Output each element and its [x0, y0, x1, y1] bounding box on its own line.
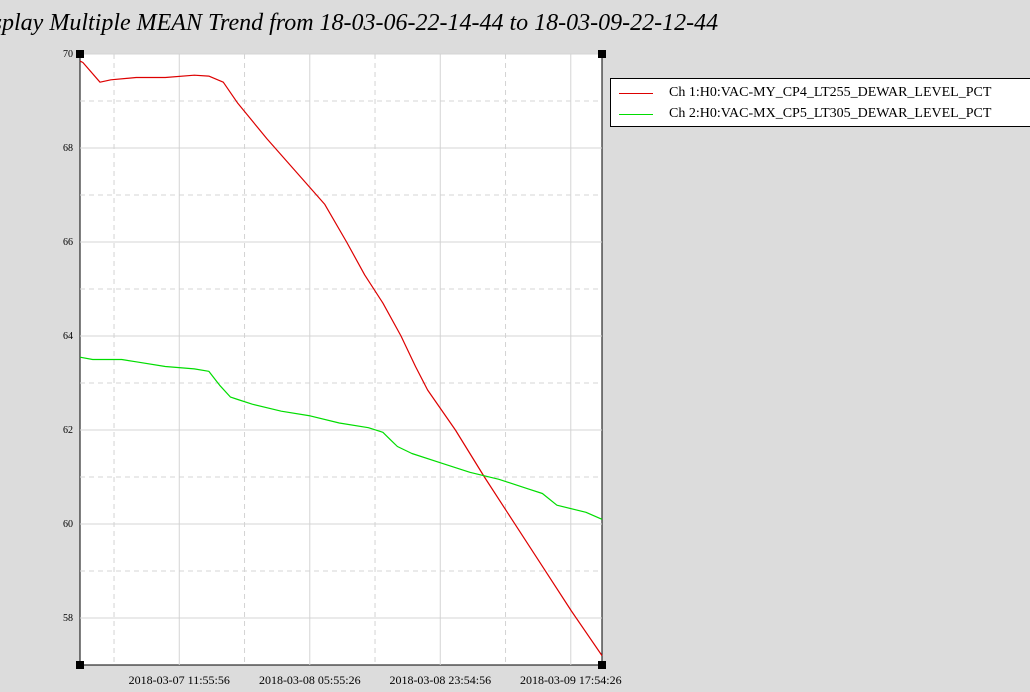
x-tick-label: 2018-03-08 05:55:26: [259, 673, 361, 687]
legend-swatch-ch1: [619, 92, 653, 94]
legend-label-ch1: Ch 1:H0:VAC-MY_CP4_LT255_DEWAR_LEVEL_PCT: [669, 85, 992, 100]
y-tick-label: 68: [63, 143, 73, 154]
legend-swatch-ch2: [619, 113, 653, 115]
y-tick-label: 62: [63, 425, 73, 436]
x-tick-label: 2018-03-07 11:55:56: [129, 673, 230, 687]
series-line-ch1: [79, 60, 603, 656]
corner-handle-bottom-left[interactable]: [76, 661, 84, 669]
tick-labels: 58 60 62 64 66 68 70 2018-03-07 11:55:56 2018-03…: [63, 49, 622, 687]
grid-lines: [80, 53, 602, 665]
y-tick-label: 66: [63, 237, 73, 248]
plot-area: [79, 53, 603, 666]
x-tick-label: 2018-03-09 17:54:26: [520, 673, 622, 687]
y-tick-label: 64: [63, 331, 73, 342]
corner-handles[interactable]: [76, 50, 606, 669]
series-lines: [79, 60, 603, 656]
corner-handle-bottom-right[interactable]: [598, 661, 606, 669]
y-tick-label: 58: [63, 613, 73, 624]
chart-title: isplay Multiple MEAN Trend from 18-03-06…: [0, 10, 719, 36]
series-line-ch2: [79, 356, 603, 520]
legend-entry-ch1: Ch 1:H0:VAC-MY_CP4_LT255_DEWAR_LEVEL_PCT: [619, 83, 991, 103]
y-tick-label: 70: [63, 49, 73, 60]
legend-entry-ch2: Ch 2:H0:VAC-MX_CP5_LT305_DEWAR_LEVEL_PCT: [619, 104, 991, 124]
corner-handle-top-right[interactable]: [598, 50, 606, 58]
corner-handle-top-left[interactable]: [76, 50, 84, 58]
y-tick-label: 60: [63, 519, 73, 530]
legend-label-ch2: Ch 2:H0:VAC-MX_CP5_LT305_DEWAR_LEVEL_PCT: [669, 106, 992, 121]
x-tick-label: 2018-03-08 23:54:56: [389, 673, 491, 687]
legend: Ch 1:H0:VAC-MY_CP4_LT255_DEWAR_LEVEL_PCT…: [610, 78, 1030, 127]
